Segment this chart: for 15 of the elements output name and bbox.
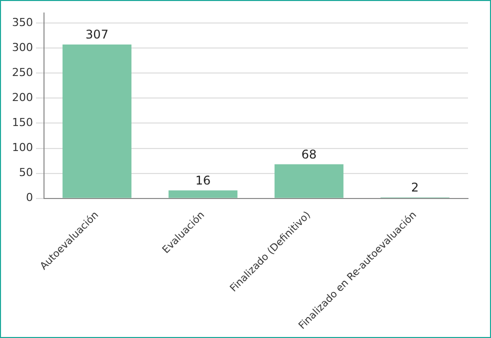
y-tick-label: 0	[26, 191, 33, 204]
y-tick-label: 350	[12, 16, 33, 29]
bar	[62, 44, 132, 198]
y-tick-label: 150	[12, 116, 33, 130]
y-tick-label: 50	[18, 166, 33, 180]
bar	[274, 164, 344, 198]
data-label: 68	[301, 147, 317, 162]
y-tick-label: 300	[12, 40, 33, 54]
y-tick-label: 200	[12, 91, 33, 104]
y-tick-label: 250	[12, 66, 33, 79]
data-label: 16	[195, 173, 211, 188]
bar	[168, 190, 238, 198]
data-label: 307	[86, 28, 108, 42]
data-label: 2	[411, 180, 419, 194]
y-tick-label: 100	[12, 141, 33, 154]
